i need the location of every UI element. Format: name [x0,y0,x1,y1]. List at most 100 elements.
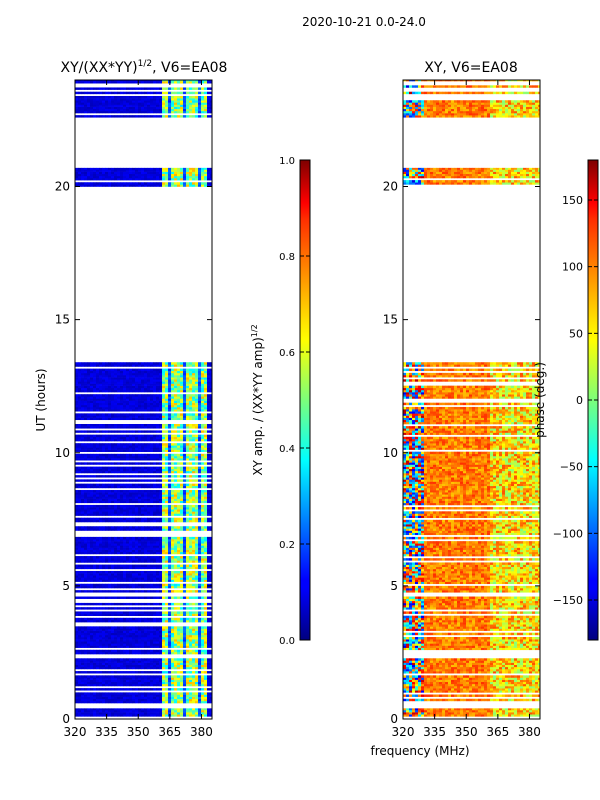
heatmap-cell [120,404,124,408]
heatmap-cell [159,692,163,695]
heatmap-cell [135,549,139,553]
heatmap-cell [84,415,88,418]
heatmap-cell [153,443,157,446]
heatmap-cell [177,470,181,474]
heatmap-cell [120,681,124,685]
heatmap-cell [171,696,175,700]
heatmap-cell [189,528,193,531]
heatmap-cell [183,466,187,470]
heatmap-cell [150,517,154,521]
heatmap-cell [75,398,79,401]
heatmap-cell [96,651,100,655]
heatmap-cell [81,675,85,678]
heatmap-cell [159,681,163,685]
heatmap-cell [210,641,212,644]
heatmap-cell [180,636,184,640]
heatmap-cell [99,449,103,452]
heatmap-cell [183,547,187,550]
heatmap-cell [162,526,166,529]
heatmap-cell [132,671,136,674]
heatmap-cell [171,498,175,501]
heatmap-cell [102,566,106,570]
heatmap-cell [129,649,133,653]
heatmap-cell [123,641,127,644]
heatmap-cell [153,692,157,695]
heatmap-cell [117,519,121,523]
heatmap-cell [192,666,196,670]
heatmap-cell [93,509,97,512]
heatmap-cell [87,415,91,418]
heatmap-cell [129,708,133,711]
heatmap-cell [120,436,124,440]
heatmap-cell [111,496,115,499]
heatmap-cell [153,396,157,399]
heatmap-cell [144,415,148,418]
heatmap-cell [174,492,178,495]
heatmap-cell [99,547,103,550]
heatmap-cell [177,466,181,470]
heatmap-cell [96,447,100,450]
heatmap-cell [162,658,166,661]
heatmap-cell [141,664,145,668]
heatmap-cell [171,607,175,610]
heatmap-cell [171,556,175,559]
heatmap-cell [195,602,199,606]
heatmap-cell [150,700,154,704]
heatmap-cell [117,417,121,421]
heatmap-cell [138,583,142,587]
heatmap-cell [108,423,112,427]
heatmap-cell [165,438,169,442]
heatmap-cell [186,696,190,700]
heatmap-cell [99,628,103,631]
heatmap-cell [81,404,85,408]
heatmap-cell [111,541,115,544]
heatmap-cell [204,549,208,553]
heatmap-cell [150,549,154,553]
heatmap-cell [129,596,133,599]
heatmap-cell [90,712,94,715]
heatmap-cell [81,545,85,548]
heatmap-cell [192,426,196,429]
heatmap-cell [111,585,115,589]
heatmap-cell [192,583,196,587]
heatmap-cell [114,511,118,514]
heatmap-cell [183,462,187,465]
heatmap-cell [114,671,118,674]
heatmap-cell [102,688,106,691]
heatmap-cell [78,551,82,555]
heatmap-cell [102,507,106,510]
heatmap-cell [108,389,112,393]
heatmap-cell [102,466,106,470]
heatmap-cell [117,406,121,410]
heatmap-cell [114,438,118,442]
heatmap-cell [204,677,208,680]
heatmap-cell [171,404,175,408]
heatmap-cell [84,714,88,717]
heatmap-cell [99,712,103,715]
heatmap-cell [81,649,85,653]
heatmap-cell [183,579,187,582]
heatmap-cell [168,409,172,412]
heatmap-cell [180,406,184,410]
heatmap-cell [147,709,151,713]
heatmap-cell [126,681,130,685]
heatmap-cell [201,683,205,687]
heatmap-cell [129,570,133,574]
heatmap-cell [117,634,121,638]
heatmap-cell [192,511,196,514]
heatmap-cell [87,630,91,634]
heatmap-cell [144,681,148,685]
heatmap-cell [111,536,115,540]
heatmap-cell [201,507,205,510]
heatmap-cell [171,630,175,634]
heatmap-cell [156,636,160,640]
heatmap-cell [90,468,94,472]
heatmap-cell [120,504,124,508]
heatmap-cell [210,564,212,568]
heatmap-cell [75,547,79,550]
heatmap-cell [93,455,97,459]
heatmap-cell [156,536,160,540]
heatmap-cell [129,490,133,493]
heatmap-cell [204,547,208,550]
heatmap-cell [87,628,91,631]
